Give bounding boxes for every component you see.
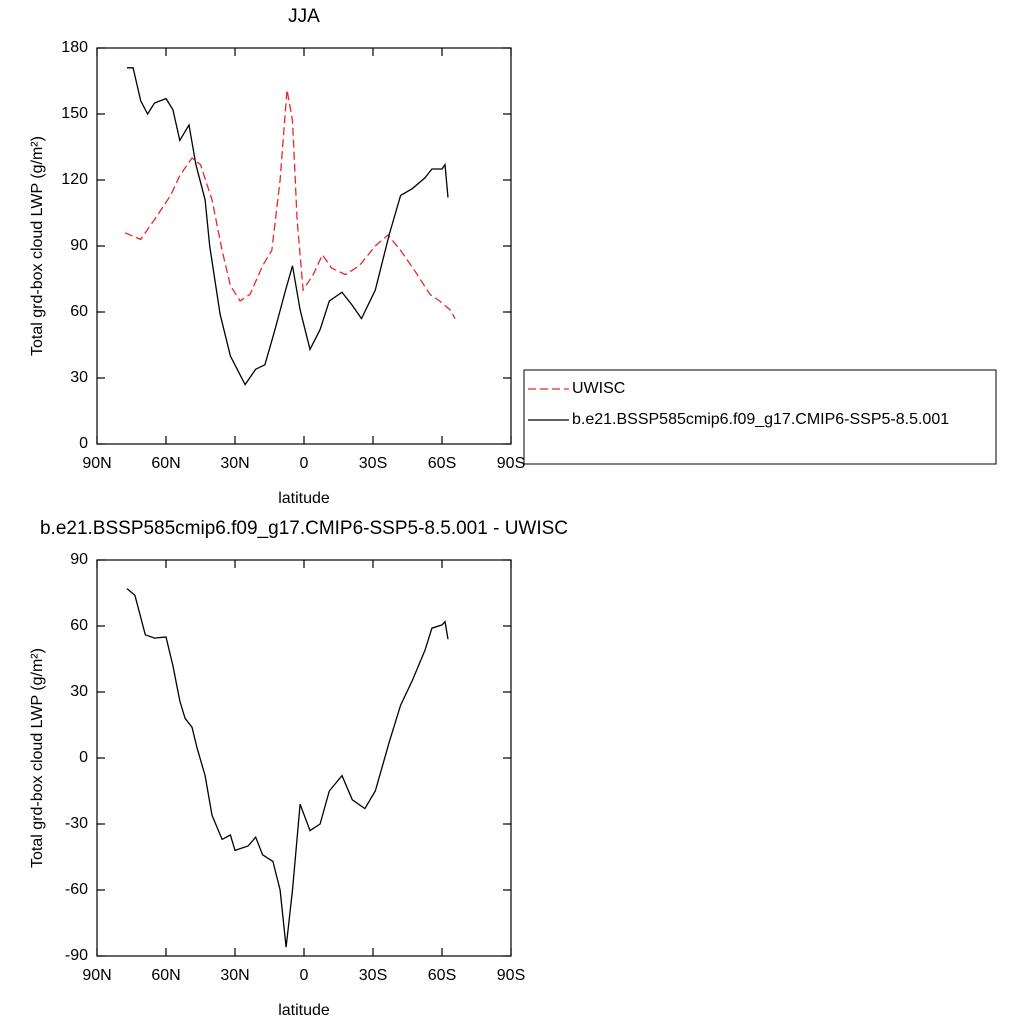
y-tick-label: 0 — [79, 435, 88, 452]
y-axis-label: Total grd-box cloud LWP (g/m²) — [29, 648, 46, 868]
plot-frame — [96, 47, 512, 445]
x-tick-label: 60S — [428, 967, 456, 984]
legend-label: UWISC — [572, 380, 625, 397]
x-tick-label: 30S — [359, 967, 387, 984]
legend-label: b.e21.BSSP585cmip6.f09_g17.CMIP6-SSP5-8.… — [572, 411, 949, 428]
y-tick-label: 150 — [61, 105, 88, 122]
y-tick-label: 180 — [61, 39, 88, 56]
legend: UWISC b.e21.BSSP585cmip6.f09_g17.CMIP6-SS… — [523, 369, 997, 465]
x-axis-label: latitude — [278, 1002, 330, 1019]
y-tick-label: 120 — [61, 171, 88, 188]
x-tick-label: 60S — [428, 455, 456, 472]
x-tick-label: 30N — [220, 967, 249, 984]
x-tick-label: 90N — [82, 967, 111, 984]
y-tick-label: -30 — [65, 815, 88, 832]
x-tick-label: 90N — [82, 455, 111, 472]
x-tick-label: 90S — [497, 455, 525, 472]
chart-title: b.e21.BSSP585cmip6.f09_g17.CMIP6-SSP5-8.… — [40, 518, 568, 539]
y-axis-label: Total grd-box cloud LWP (g/m²) — [29, 136, 46, 356]
plot-frame — [96, 559, 512, 957]
x-tick-label: 30S — [359, 455, 387, 472]
data-line — [126, 67, 449, 386]
x-tick-label: 0 — [300, 967, 309, 984]
legend-frame — [523, 369, 997, 465]
y-tick-label: -60 — [65, 881, 88, 898]
x-tick-label: 30N — [220, 455, 249, 472]
y-tick-label: 90 — [70, 551, 88, 568]
y-tick-label: 30 — [70, 683, 88, 700]
chart-title: JJA — [288, 6, 320, 27]
y-tick-label: -90 — [65, 947, 88, 964]
x-tick-label: 90S — [497, 967, 525, 984]
data-line — [126, 588, 449, 948]
y-tick-label: 60 — [70, 303, 88, 320]
x-tick-label: 0 — [300, 455, 309, 472]
y-tick-label: 30 — [70, 369, 88, 386]
x-tick-label: 60N — [151, 967, 180, 984]
y-tick-label: 0 — [79, 749, 88, 766]
x-axis-label: latitude — [278, 490, 330, 507]
y-tick-label: 90 — [70, 237, 88, 254]
y-tick-label: 60 — [70, 617, 88, 634]
data-line — [124, 89, 456, 319]
x-tick-label: 60N — [151, 455, 180, 472]
